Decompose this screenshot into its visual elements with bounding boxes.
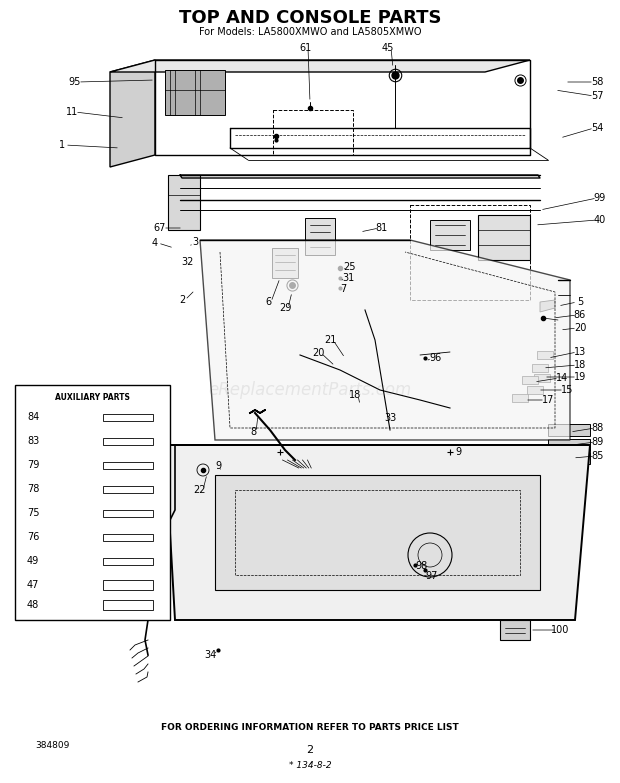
Text: 97: 97 (426, 571, 438, 581)
Text: 49: 49 (27, 556, 39, 566)
Text: 2: 2 (179, 295, 185, 305)
Text: 99: 99 (594, 193, 606, 203)
Text: 45: 45 (382, 43, 394, 53)
Polygon shape (548, 439, 590, 451)
Text: 32: 32 (182, 257, 194, 267)
Text: TOP AND CONSOLE PARTS: TOP AND CONSOLE PARTS (179, 9, 441, 27)
Text: 22: 22 (193, 485, 206, 495)
Text: AUXILIARY PARTS: AUXILIARY PARTS (55, 392, 130, 402)
Text: 15: 15 (561, 385, 573, 395)
Text: 20: 20 (312, 348, 324, 358)
Bar (103, 438, 153, 445)
Text: 47: 47 (27, 580, 39, 590)
Polygon shape (110, 60, 155, 167)
Text: 34: 34 (204, 650, 216, 660)
Text: 81: 81 (376, 223, 388, 233)
Text: 25: 25 (343, 262, 356, 272)
Bar (235, 490, 520, 575)
Bar (103, 558, 153, 565)
Text: 20: 20 (574, 323, 586, 333)
Text: 14: 14 (556, 373, 568, 383)
Text: 6: 6 (265, 297, 271, 307)
Text: 18: 18 (349, 390, 361, 400)
Text: 29: 29 (279, 303, 291, 313)
Polygon shape (165, 445, 590, 620)
Text: 1: 1 (59, 140, 65, 150)
Polygon shape (548, 424, 590, 436)
Text: 75: 75 (27, 508, 39, 518)
Text: For Models: LA5800XMWO and LA5805XMWO: For Models: LA5800XMWO and LA5805XMWO (199, 27, 421, 37)
Text: 88: 88 (592, 423, 604, 433)
Polygon shape (537, 351, 553, 359)
Polygon shape (512, 394, 528, 402)
Polygon shape (522, 376, 538, 384)
Text: 17: 17 (542, 395, 554, 405)
Text: FOR ORDERING INFORMATION REFER TO PARTS PRICE LIST: FOR ORDERING INFORMATION REFER TO PARTS … (161, 723, 459, 733)
Text: 48: 48 (27, 600, 39, 610)
Text: 21: 21 (324, 335, 336, 345)
Text: 9: 9 (215, 461, 221, 471)
Text: 83: 83 (27, 436, 39, 446)
Text: 54: 54 (591, 123, 603, 133)
Text: 40: 40 (594, 215, 606, 225)
Polygon shape (540, 300, 555, 312)
Text: 76: 76 (27, 532, 39, 542)
Text: eReplacementParts.com: eReplacementParts.com (208, 381, 412, 399)
Text: 5: 5 (577, 297, 583, 307)
Text: 8: 8 (250, 427, 256, 437)
Text: 384809: 384809 (35, 741, 69, 749)
Text: 3: 3 (192, 237, 198, 247)
Polygon shape (527, 386, 543, 394)
Text: 19: 19 (574, 372, 586, 382)
Polygon shape (215, 475, 540, 590)
Polygon shape (305, 218, 335, 255)
Polygon shape (430, 220, 470, 250)
Polygon shape (478, 215, 530, 260)
Bar (15, 385, 170, 620)
Polygon shape (165, 70, 225, 115)
Text: 79: 79 (27, 460, 39, 470)
Bar (273, 110, 353, 155)
Bar (103, 414, 153, 421)
Text: 57: 57 (591, 91, 603, 101)
Text: 78: 78 (27, 484, 39, 494)
Text: 61: 61 (299, 43, 311, 53)
Text: 31: 31 (342, 273, 354, 283)
Bar (103, 486, 153, 493)
Polygon shape (548, 452, 590, 464)
Text: 9: 9 (455, 447, 461, 457)
Text: 18: 18 (574, 360, 586, 370)
Text: 33: 33 (384, 413, 396, 423)
Polygon shape (168, 175, 200, 230)
Polygon shape (500, 620, 530, 640)
Text: 98: 98 (416, 561, 428, 571)
Bar (103, 534, 153, 541)
Text: 4: 4 (152, 238, 158, 248)
Text: 96: 96 (429, 353, 441, 363)
Bar (410, 205, 530, 300)
Bar (103, 580, 153, 590)
Text: 86: 86 (574, 310, 586, 320)
Bar (103, 600, 153, 610)
Bar (103, 462, 153, 469)
Text: 58: 58 (591, 77, 603, 87)
Text: 7: 7 (340, 284, 346, 294)
Polygon shape (272, 248, 298, 278)
Polygon shape (532, 364, 548, 372)
Text: 100: 100 (551, 625, 569, 635)
Bar (103, 510, 153, 517)
Text: 67: 67 (154, 223, 166, 233)
Text: 84: 84 (27, 412, 39, 422)
Text: * 134-8-2: * 134-8-2 (289, 760, 331, 770)
Polygon shape (110, 60, 530, 72)
Text: 13: 13 (574, 347, 586, 357)
Polygon shape (534, 374, 550, 382)
Text: 89: 89 (592, 437, 604, 447)
Text: 2: 2 (306, 745, 314, 755)
Text: 95: 95 (69, 77, 81, 87)
Polygon shape (200, 240, 570, 440)
Text: 85: 85 (592, 451, 604, 461)
Text: 11: 11 (66, 107, 78, 117)
